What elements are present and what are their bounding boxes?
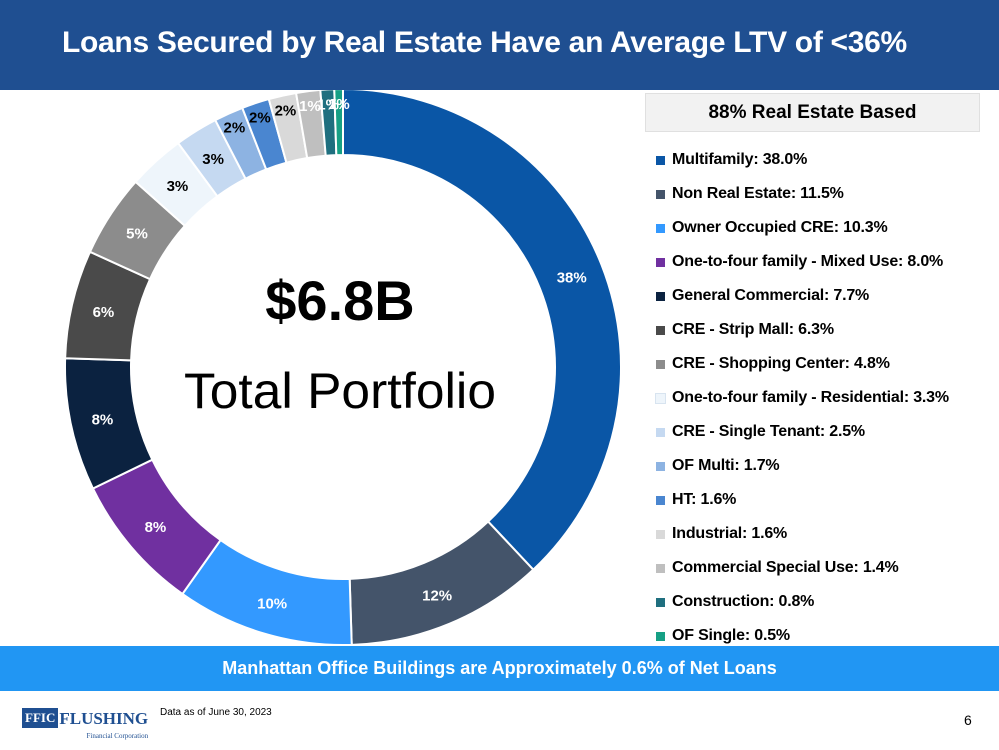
legend-swatch — [656, 223, 665, 233]
slice-data-label-2: 10% — [257, 596, 287, 613]
legend-swatch — [656, 359, 665, 369]
legend-label: One-to-four family - Mixed Use: 8.0% — [672, 253, 944, 270]
legend-swatch — [656, 325, 665, 335]
legend-swatch — [656, 291, 665, 301]
legend-item-5: CRE - Strip Mall: 6.3% — [656, 313, 991, 347]
slice-data-label-6: 5% — [126, 226, 148, 243]
legend-item-13: Construction: 0.8% — [656, 585, 991, 619]
center-label: Total Portfolio — [184, 363, 496, 419]
legend-item-8: CRE - Single Tenant: 2.5% — [656, 415, 991, 449]
logo-wordmark: FLUSHING Financial Corporation — [59, 709, 149, 741]
legend-label: OF Multi: 1.7% — [672, 457, 780, 474]
legend-item-3: One-to-four family - Mixed Use: 8.0% — [656, 245, 991, 279]
legend-item-10: HT: 1.6% — [656, 483, 991, 517]
slice-data-label-12: 1% — [299, 98, 321, 115]
center-amount: $6.8B — [265, 269, 414, 332]
slice-data-label-8: 3% — [202, 151, 224, 168]
legend-item-14: OF Single: 0.5% — [656, 619, 991, 653]
legend-item-7: One-to-four family - Residential: 3.3% — [655, 381, 991, 415]
legend-swatch — [655, 392, 666, 404]
legend-label: OF Single: 0.5% — [672, 627, 790, 644]
legend-item-6: CRE - Shopping Center: 4.8% — [656, 347, 991, 381]
legend-swatch — [656, 631, 665, 641]
legend-swatch — [656, 495, 665, 505]
legend-swatch — [656, 155, 665, 165]
donut-slice-14 — [333, 87, 344, 157]
slice-data-label-10: 2% — [249, 109, 271, 126]
legend-swatch — [656, 461, 665, 471]
legend-label: Industrial: 1.6% — [672, 525, 788, 542]
legend-swatch — [656, 427, 665, 437]
slice-data-label-4: 8% — [92, 411, 114, 428]
slice-data-label-0: 38% — [557, 269, 587, 286]
slice-data-label-3: 8% — [145, 519, 167, 536]
legend-label: General Commercial: 7.7% — [672, 287, 870, 304]
legend-item-4: General Commercial: 7.7% — [656, 279, 991, 313]
data-date-note: Data as of June 30, 2023 — [160, 707, 272, 718]
legend-label: Multifamily: 38.0% — [672, 151, 808, 168]
legend-item-1: Non Real Estate: 11.5% — [656, 177, 991, 211]
slice-data-label-9: 2% — [224, 119, 246, 136]
slide-header: Loans Secured by Real Estate Have an Ave… — [0, 0, 999, 90]
slice-data-label-1: 12% — [422, 587, 452, 604]
donut-chart: 38%12%10%8%8%6%5%3%3%2%2% 2% 1%1%1% $6.8B … — [64, 87, 622, 646]
slice-data-label-14: 1% — [328, 96, 350, 113]
slide-title: Loans Secured by Real Estate Have an Ave… — [62, 26, 907, 59]
legend-swatch — [656, 189, 665, 199]
legend-label: CRE - Strip Mall: 6.3% — [672, 321, 834, 338]
legend-label: CRE - Shopping Center: 4.8% — [672, 355, 890, 372]
slice-data-label-11: 2% — [275, 102, 297, 119]
page-number: 6 — [964, 712, 972, 728]
legend-label: CRE - Single Tenant: 2.5% — [672, 423, 865, 440]
legend-label: One-to-four family - Residential: 3.3% — [672, 389, 949, 406]
legend-label: Commercial Special Use: 1.4% — [672, 559, 899, 576]
donut-chart-area: 38% 12% 10% 8% 8% 6% 5% 3% 3% 2% 2% 2% 1% 1% 1% $6.8B … — [0, 87, 640, 650]
slice-data-label-5: 6% — [93, 304, 115, 321]
legend-label: HT: 1.6% — [672, 491, 737, 508]
logo-mark: FFIC — [22, 708, 59, 728]
bottom-banner: Manhattan Office Buildings are Approxima… — [0, 646, 999, 691]
legend-title: 88% Real Estate Based — [645, 93, 980, 132]
legend-swatch — [656, 563, 665, 573]
legend-item-9: OF Multi: 1.7% — [656, 449, 991, 483]
slice-data-label-13: 1% — [317, 96, 339, 113]
legend-item-12: Commercial Special Use: 1.4% — [656, 551, 991, 585]
donut-slice-1 — [348, 520, 535, 646]
slice-data-label-7: 3% — [167, 178, 189, 195]
legend-label: Owner Occupied CRE: 10.3% — [672, 219, 888, 236]
legend-swatch — [656, 597, 665, 607]
legend-swatch — [656, 529, 665, 539]
legend-item-11: Industrial: 1.6% — [656, 517, 991, 551]
company-logo: FFIC FLUSHING Financial Corporation — [22, 706, 149, 741]
legend-item-2: Owner Occupied CRE: 10.3% — [656, 211, 991, 245]
legend-label: Non Real Estate: 11.5% — [672, 185, 844, 202]
logo-word: FLUSHING — [59, 709, 149, 728]
legend-label: Construction: 0.8% — [672, 593, 815, 610]
legend-item-0: Multifamily: 38.0% — [656, 143, 991, 177]
donut-slice-0 — [342, 87, 622, 572]
logo-subtitle: Financial Corporation — [86, 732, 149, 740]
legend-swatch — [656, 257, 665, 267]
chart-legend: Multifamily: 38.0% Non Real Estate: 11.5%… — [655, 143, 991, 653]
